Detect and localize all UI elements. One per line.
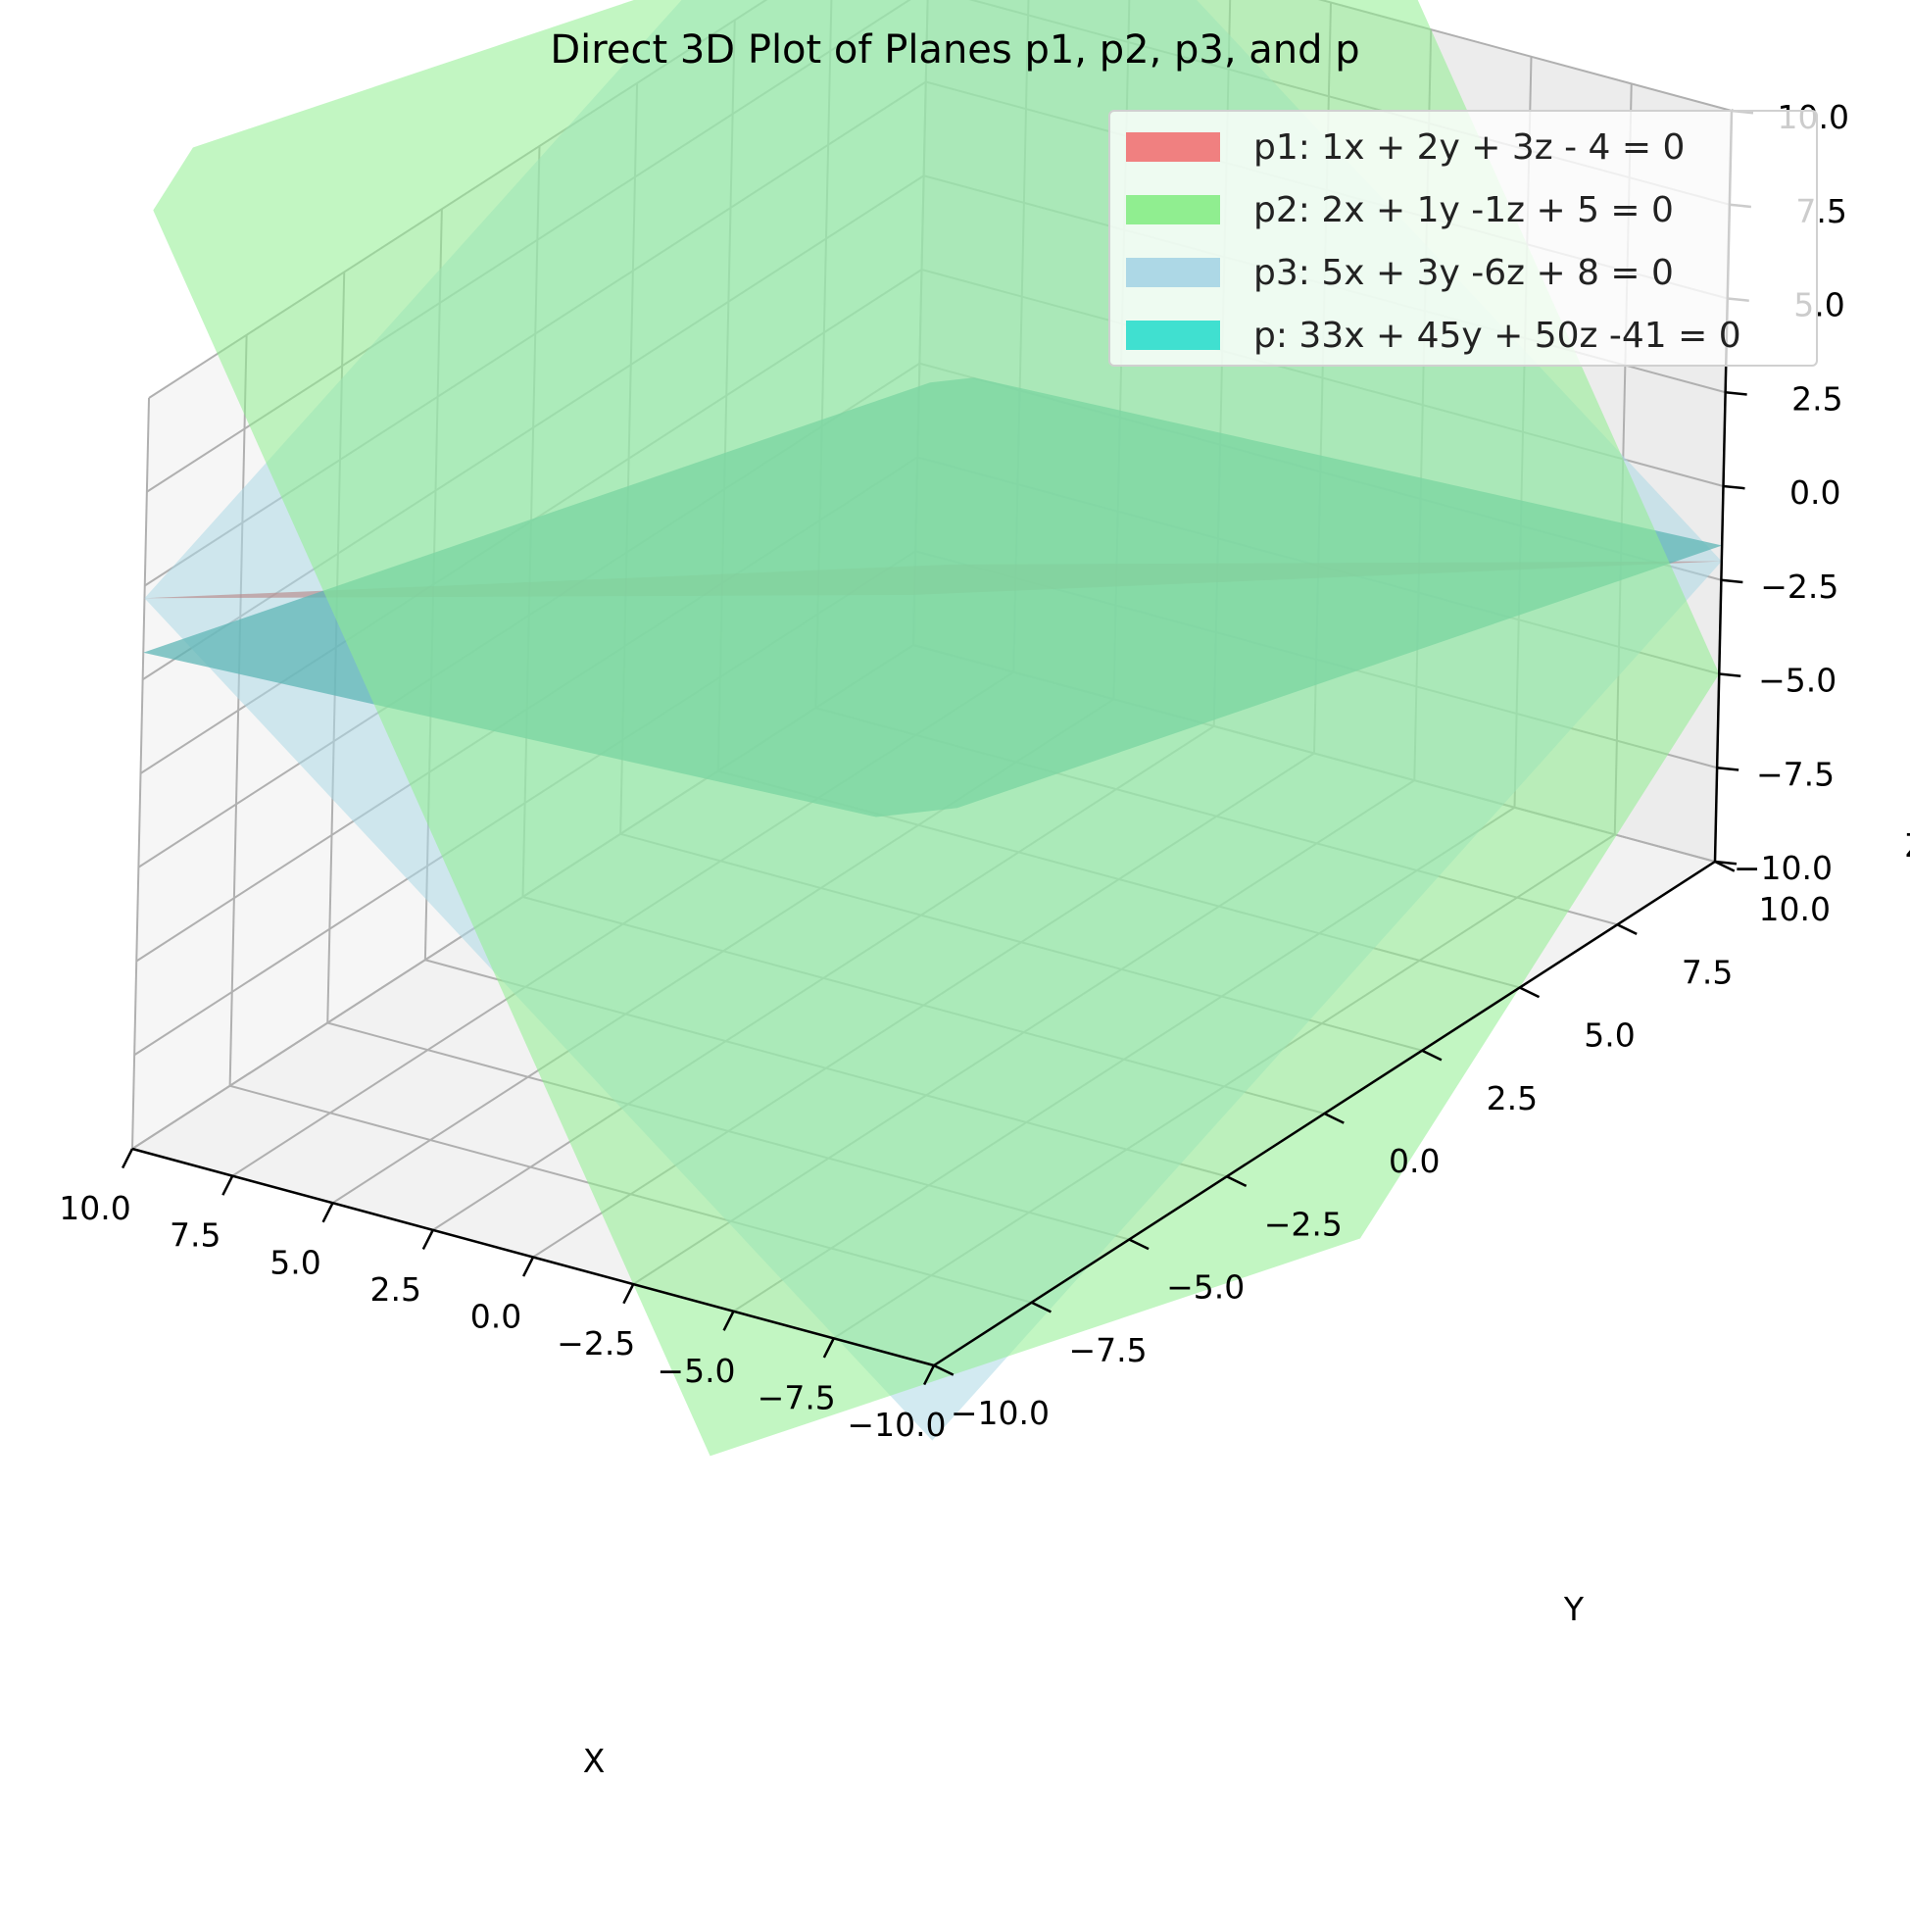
tick-label: 10.0 <box>1759 890 1831 928</box>
tick-mark <box>321 1202 334 1223</box>
axes-ticks: −10.0−7.5−5.0−2.50.02.55.07.510.0−10.0−7… <box>59 98 1849 1444</box>
legend-entry: p3: 5x + 3y -6z + 8 = 0 <box>1126 252 1674 293</box>
tick-label: −5.0 <box>1758 662 1837 700</box>
tick-mark <box>1719 672 1741 677</box>
tick-label: −7.5 <box>1756 755 1835 793</box>
legend-label: p2: 2x + 1y -1z + 5 = 0 <box>1253 189 1674 230</box>
tick-label: −10.0 <box>847 1406 946 1444</box>
tick-label: 0.0 <box>1789 473 1840 512</box>
legend-label: p: 33x + 45y + 50z -41 = 0 <box>1253 315 1741 356</box>
tick-label: −2.5 <box>1264 1205 1343 1243</box>
tick-mark <box>1616 923 1638 936</box>
legend-swatch <box>1126 195 1220 224</box>
tick-mark <box>121 1148 134 1169</box>
tick-mark <box>822 1337 835 1359</box>
legend: p1: 1x + 2y + 3z - 4 = 0 p2: 2x + 1y -1z… <box>1108 110 1818 367</box>
tick-label: 0.0 <box>1389 1142 1440 1180</box>
tick-mark <box>1421 1049 1443 1062</box>
tick-label: 0.0 <box>470 1298 521 1336</box>
legend-swatch <box>1126 258 1220 287</box>
tick-label: −10.0 <box>951 1394 1050 1432</box>
tick-label: −5.0 <box>1166 1268 1245 1307</box>
legend-entry: p2: 2x + 1y -1z + 5 = 0 <box>1126 189 1674 230</box>
tick-label: −5.0 <box>657 1352 735 1390</box>
legend-label: p1: 1x + 2y + 3z - 4 = 0 <box>1253 126 1686 168</box>
tick-label: 7.5 <box>170 1216 220 1255</box>
tick-mark <box>1725 391 1747 396</box>
y-axis-label: Y <box>1563 1590 1585 1628</box>
tick-mark <box>622 1283 635 1305</box>
tick-mark <box>722 1311 735 1331</box>
tick-mark <box>922 1364 936 1386</box>
z-axis-label: Z <box>1905 826 1910 865</box>
tick-label: 10.0 <box>59 1189 130 1227</box>
tick-label: 2.5 <box>1487 1079 1538 1117</box>
legend-swatch <box>1126 132 1220 162</box>
tick-mark <box>1226 1175 1248 1188</box>
tick-mark <box>1031 1301 1052 1313</box>
tick-label: 2.5 <box>1791 379 1842 418</box>
tick-mark <box>1128 1238 1150 1251</box>
tick-mark <box>521 1256 535 1277</box>
tick-mark <box>1714 860 1738 866</box>
tick-label: 5.0 <box>1584 1016 1635 1055</box>
legend-swatch <box>1126 321 1220 350</box>
legend-entry: p1: 1x + 2y + 3z - 4 = 0 <box>1126 126 1686 168</box>
tick-label: −10.0 <box>1734 849 1833 887</box>
tick-mark <box>1717 767 1739 771</box>
legend-label: p3: 5x + 3y -6z + 8 = 0 <box>1253 252 1674 293</box>
tick-label: 7.5 <box>1682 953 1733 991</box>
tick-label: −2.5 <box>1760 568 1838 606</box>
legend-entry: p: 33x + 45y + 50z -41 = 0 <box>1126 315 1741 356</box>
tick-label: 2.5 <box>370 1270 421 1309</box>
tick-label: −2.5 <box>557 1324 635 1362</box>
x-axis-label: X <box>583 1742 606 1780</box>
tick-label: −7.5 <box>758 1378 836 1416</box>
tick-mark <box>1723 484 1745 490</box>
tick-label: −7.5 <box>1068 1331 1147 1369</box>
tick-mark <box>421 1229 434 1251</box>
tick-mark <box>1519 986 1541 999</box>
tick-mark <box>933 1363 955 1376</box>
tick-mark <box>221 1175 234 1196</box>
tick-mark <box>1323 1112 1345 1124</box>
tick-mark <box>1721 578 1743 584</box>
tick-mark <box>1714 860 1736 872</box>
chart-title: Direct 3D Plot of Planes p1, p2, p3, and… <box>550 27 1360 73</box>
tick-label: 5.0 <box>269 1243 320 1281</box>
